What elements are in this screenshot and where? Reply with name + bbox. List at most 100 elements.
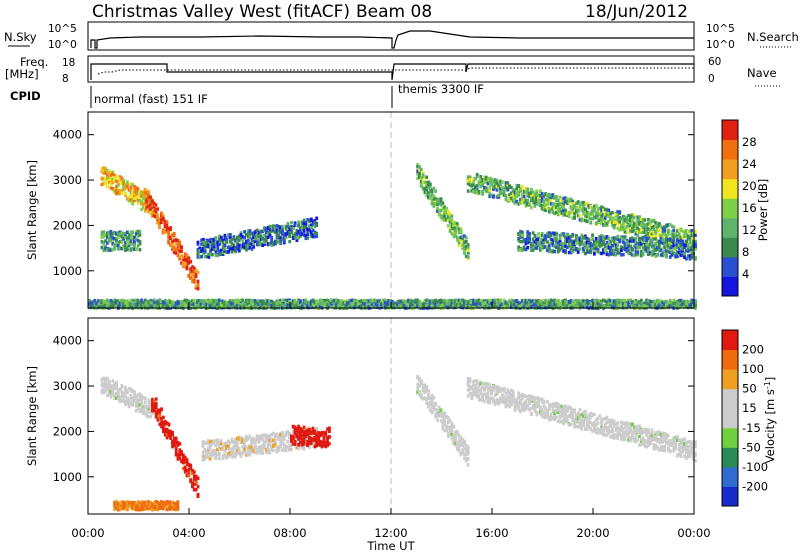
echo-cell [607, 219, 611, 224]
echo-cell [630, 214, 634, 218]
echo-cell [190, 302, 194, 306]
echo-cell [657, 223, 661, 228]
echo-cell [192, 299, 196, 303]
echo-cell [609, 302, 612, 307]
echo-cell [455, 303, 459, 307]
nsearch-tick-high: 10^5 [706, 23, 735, 35]
echo-cell [475, 299, 479, 304]
echo-cell [266, 242, 270, 246]
echo-cell [668, 250, 672, 255]
echo-cell [178, 243, 182, 248]
echo-cell [291, 236, 295, 240]
echo-cell [115, 191, 118, 195]
echo-cell [102, 230, 106, 234]
echo-cell [376, 299, 380, 303]
echo-cell [623, 302, 627, 307]
echo-cell [558, 195, 562, 199]
echo-cell [382, 303, 385, 308]
echo-cell [627, 301, 631, 305]
echo-cell [116, 299, 120, 303]
echo-cell [156, 302, 160, 306]
echo-cell [214, 241, 218, 245]
echo-cell [255, 242, 259, 247]
echo-cell [607, 236, 611, 240]
echo-cell [273, 304, 277, 308]
echo-cell [299, 228, 302, 233]
echo-cell [542, 240, 546, 244]
echo-cell [124, 232, 127, 236]
echo-cell [461, 237, 465, 241]
echo-cell [405, 299, 409, 303]
echo-cell [683, 255, 686, 260]
echo-cell [131, 191, 135, 195]
echo-cell [688, 229, 692, 233]
echo-cell [656, 228, 659, 232]
echo-cell [618, 251, 622, 255]
echo-cell [587, 300, 591, 304]
echo-cell [165, 224, 169, 229]
echo-cell [488, 192, 492, 196]
echo-cell [638, 245, 641, 250]
echo-cell [533, 201, 537, 206]
echo-cell [657, 228, 661, 232]
echo-cell [264, 231, 268, 235]
echo-cell [217, 300, 221, 305]
echo-cell [522, 298, 526, 303]
echo-cell [632, 213, 636, 218]
echo-cell [270, 229, 274, 233]
echo-cell [625, 245, 629, 250]
echo-cell [111, 232, 115, 236]
echo-cell [145, 300, 149, 305]
echo-cell [111, 172, 115, 177]
echo-cell [419, 184, 423, 188]
echo-cell [546, 248, 549, 253]
echo-cell [551, 195, 555, 199]
echo-cell [535, 242, 539, 246]
echo-cell [609, 220, 612, 224]
echo-cell [203, 250, 207, 254]
echo-cell [138, 239, 142, 244]
echo-cell [549, 233, 553, 237]
echo-cell [524, 305, 528, 309]
echo-cell [315, 302, 319, 306]
echo-cell [464, 254, 468, 259]
echo-cell [446, 218, 450, 222]
echo-cell [149, 202, 152, 206]
echo-cell [618, 210, 622, 214]
echo-cell [616, 298, 620, 302]
echo-cell [537, 199, 540, 203]
echo-cell [387, 303, 391, 307]
echo-cell [275, 224, 279, 228]
echo-cell [106, 185, 109, 189]
echo-cell [290, 220, 293, 225]
echo-cell [466, 181, 470, 186]
echo-cell [676, 245, 679, 249]
echo-cell [167, 240, 171, 244]
echo-cell [264, 235, 268, 239]
freq-panel-frame [87, 55, 695, 83]
echo-cell [214, 253, 218, 258]
echo-cell [614, 220, 618, 224]
echo-cell [293, 221, 297, 225]
echo-cell [187, 256, 191, 260]
echo-cell [140, 200, 144, 204]
echo-cell [598, 235, 602, 239]
echo-cell [479, 178, 483, 182]
echo-cell [434, 189, 438, 193]
echo-cell [293, 305, 297, 309]
echo-cell [423, 301, 427, 305]
echo-cell [526, 202, 530, 207]
echo-cell [486, 177, 490, 182]
echo-cell [281, 298, 284, 302]
echo-cell [100, 230, 104, 235]
echo-cell [124, 244, 127, 248]
echo-cell [160, 211, 163, 215]
echo-cell [506, 199, 510, 203]
echo-cell [582, 302, 585, 306]
echo-cell [493, 300, 497, 305]
echo-cell [147, 196, 150, 201]
echo-cell [522, 194, 526, 199]
echo-cell [611, 248, 614, 252]
echo-cell [118, 232, 122, 236]
